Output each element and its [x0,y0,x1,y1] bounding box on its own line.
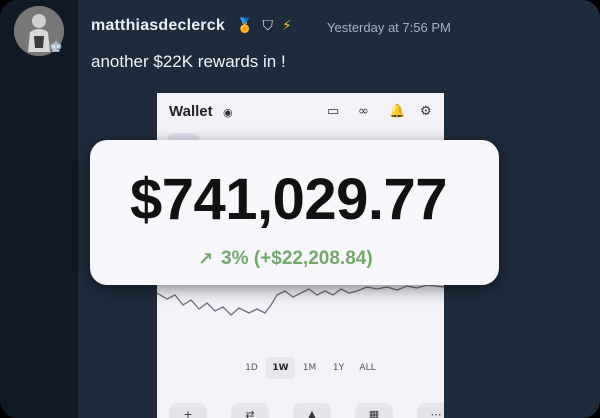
server-sidebar [0,0,78,418]
range-1d[interactable]: 1D [245,363,258,373]
balance-change: ↗ 3% (+$22,208.84) [198,248,373,270]
link-icon: ∞ [358,104,369,119]
eye-icon: ◉ [223,106,233,119]
message-timestamp: Yesterday at 7:56 PM [327,20,451,35]
time-range-selector: 1D 1W 1M 1Y ALL [237,357,382,379]
send-icon[interactable]: ▲ [293,403,331,418]
grid-icon[interactable]: ▦ [355,403,393,418]
shield-icon[interactable]: ⛉ [262,18,273,34]
swap-icon[interactable]: ⇄ [231,403,269,418]
gear-icon: ⚙ [420,104,432,119]
balance-change-text: 3% (+$22,208.84) [221,248,373,269]
wallet-balance: $741,029.77 [130,167,448,232]
range-1y[interactable]: 1Y [332,363,345,373]
bell-icon: 🔔 [389,104,406,119]
arrow-up-right-icon: ↗ [198,248,214,270]
wallet-title: Wallet [169,103,213,120]
card-icon: ▭ [327,104,340,119]
plus-icon[interactable]: + [169,403,207,418]
medal-icon[interactable]: 🏅 [236,18,254,34]
balance-zoom-card: $741,029.77 ↗ 3% (+$22,208.84) [90,140,499,285]
range-1w[interactable]: 1W [266,357,295,379]
wallet-actions: + ⇄ ▲ ▦ ⋯ [169,403,444,418]
username[interactable]: matthiasdeclerck [91,17,225,34]
crown-icon: ♚ [49,38,63,56]
badge-row: 🏅 ⛉ ⚡ [236,15,292,37]
range-1m[interactable]: 1M [302,363,317,373]
range-all[interactable]: ALL [359,363,376,373]
more-icon[interactable]: ⋯ [417,403,444,418]
price-chart [157,284,444,316]
bolt-icon[interactable]: ⚡ [281,18,292,34]
avatar[interactable] [14,6,64,56]
message-text: another $22K rewards in ! [91,52,286,71]
avatar-photo [14,6,64,56]
price-line [157,284,444,316]
